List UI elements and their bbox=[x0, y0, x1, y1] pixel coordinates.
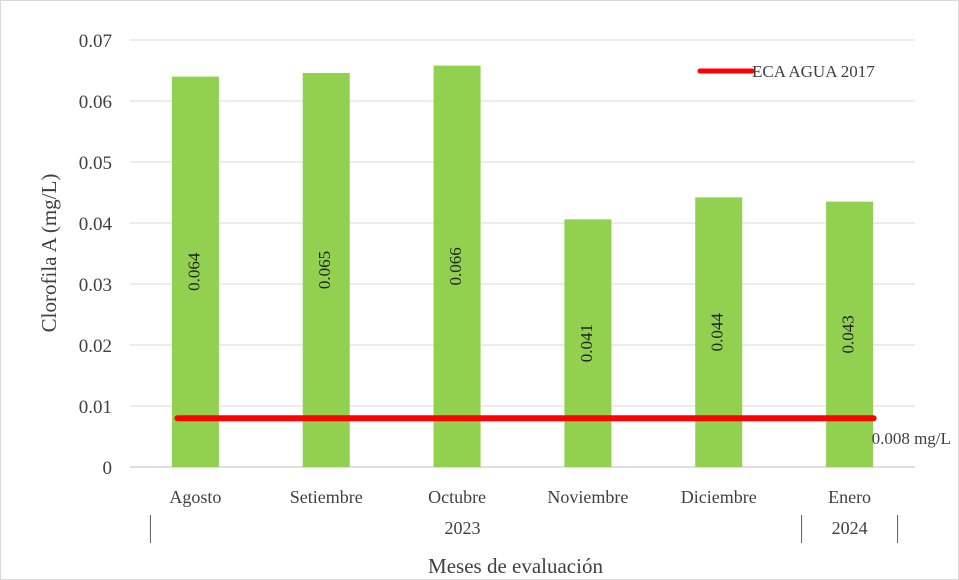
bar bbox=[564, 219, 612, 467]
y-tick-label: 0.02 bbox=[79, 336, 112, 357]
data-label: 0.065 bbox=[315, 251, 334, 289]
year-group-labels: 2023 2024 bbox=[149, 515, 899, 543]
x-tick-label: Agosto bbox=[169, 487, 221, 507]
bar bbox=[433, 65, 481, 468]
reference-line-label: 0.008 mg/L bbox=[872, 429, 951, 448]
bar bbox=[171, 76, 219, 467]
x-tick-label: Enero bbox=[828, 487, 871, 507]
bar bbox=[302, 72, 350, 467]
x-tick-label: Setiembre bbox=[290, 487, 363, 507]
grid-lines bbox=[130, 39, 915, 468]
y-tick-label: 0.01 bbox=[79, 397, 112, 418]
x-axis-ticks: Agosto Setiembre Octubre Noviembre Diciembre… bbox=[169, 487, 871, 507]
bars bbox=[171, 65, 874, 468]
y-tick-label: 0 bbox=[103, 458, 113, 479]
data-label: 0.064 bbox=[184, 252, 203, 291]
y-axis-title: Clorofila A (mg/L) bbox=[37, 174, 61, 333]
x-tick-label: Diciembre bbox=[681, 487, 757, 507]
y-tick-label: 0.05 bbox=[79, 153, 112, 174]
data-label: 0.043 bbox=[838, 315, 857, 353]
y-tick-label: 0.06 bbox=[79, 92, 112, 113]
y-tick-label: 0.07 bbox=[79, 31, 112, 52]
data-labels: 0.064 0.065 0.066 0.041 0.044 0.043 bbox=[184, 247, 857, 362]
x-tick-label: Noviembre bbox=[547, 487, 628, 507]
legend-label-eca: ECA AGUA 2017 bbox=[752, 62, 875, 81]
bar bbox=[695, 197, 743, 467]
data-label: 0.044 bbox=[708, 313, 727, 352]
year-label-2024: 2024 bbox=[832, 518, 868, 538]
data-label: 0.041 bbox=[577, 324, 596, 362]
legend: ECA AGUA 2017 bbox=[697, 62, 875, 81]
y-tick-label: 0.04 bbox=[79, 214, 113, 235]
x-tick-label: Octubre bbox=[428, 487, 486, 507]
data-label: 0.066 bbox=[446, 247, 465, 285]
y-axis-ticks: 0 0.01 0.02 0.03 0.04 0.05 0.06 0.07 bbox=[79, 31, 113, 479]
year-label-2023: 2023 bbox=[445, 518, 481, 538]
bar bbox=[826, 201, 874, 467]
x-axis-title: Meses de evaluación bbox=[428, 554, 603, 578]
y-tick-label: 0.03 bbox=[79, 275, 112, 296]
